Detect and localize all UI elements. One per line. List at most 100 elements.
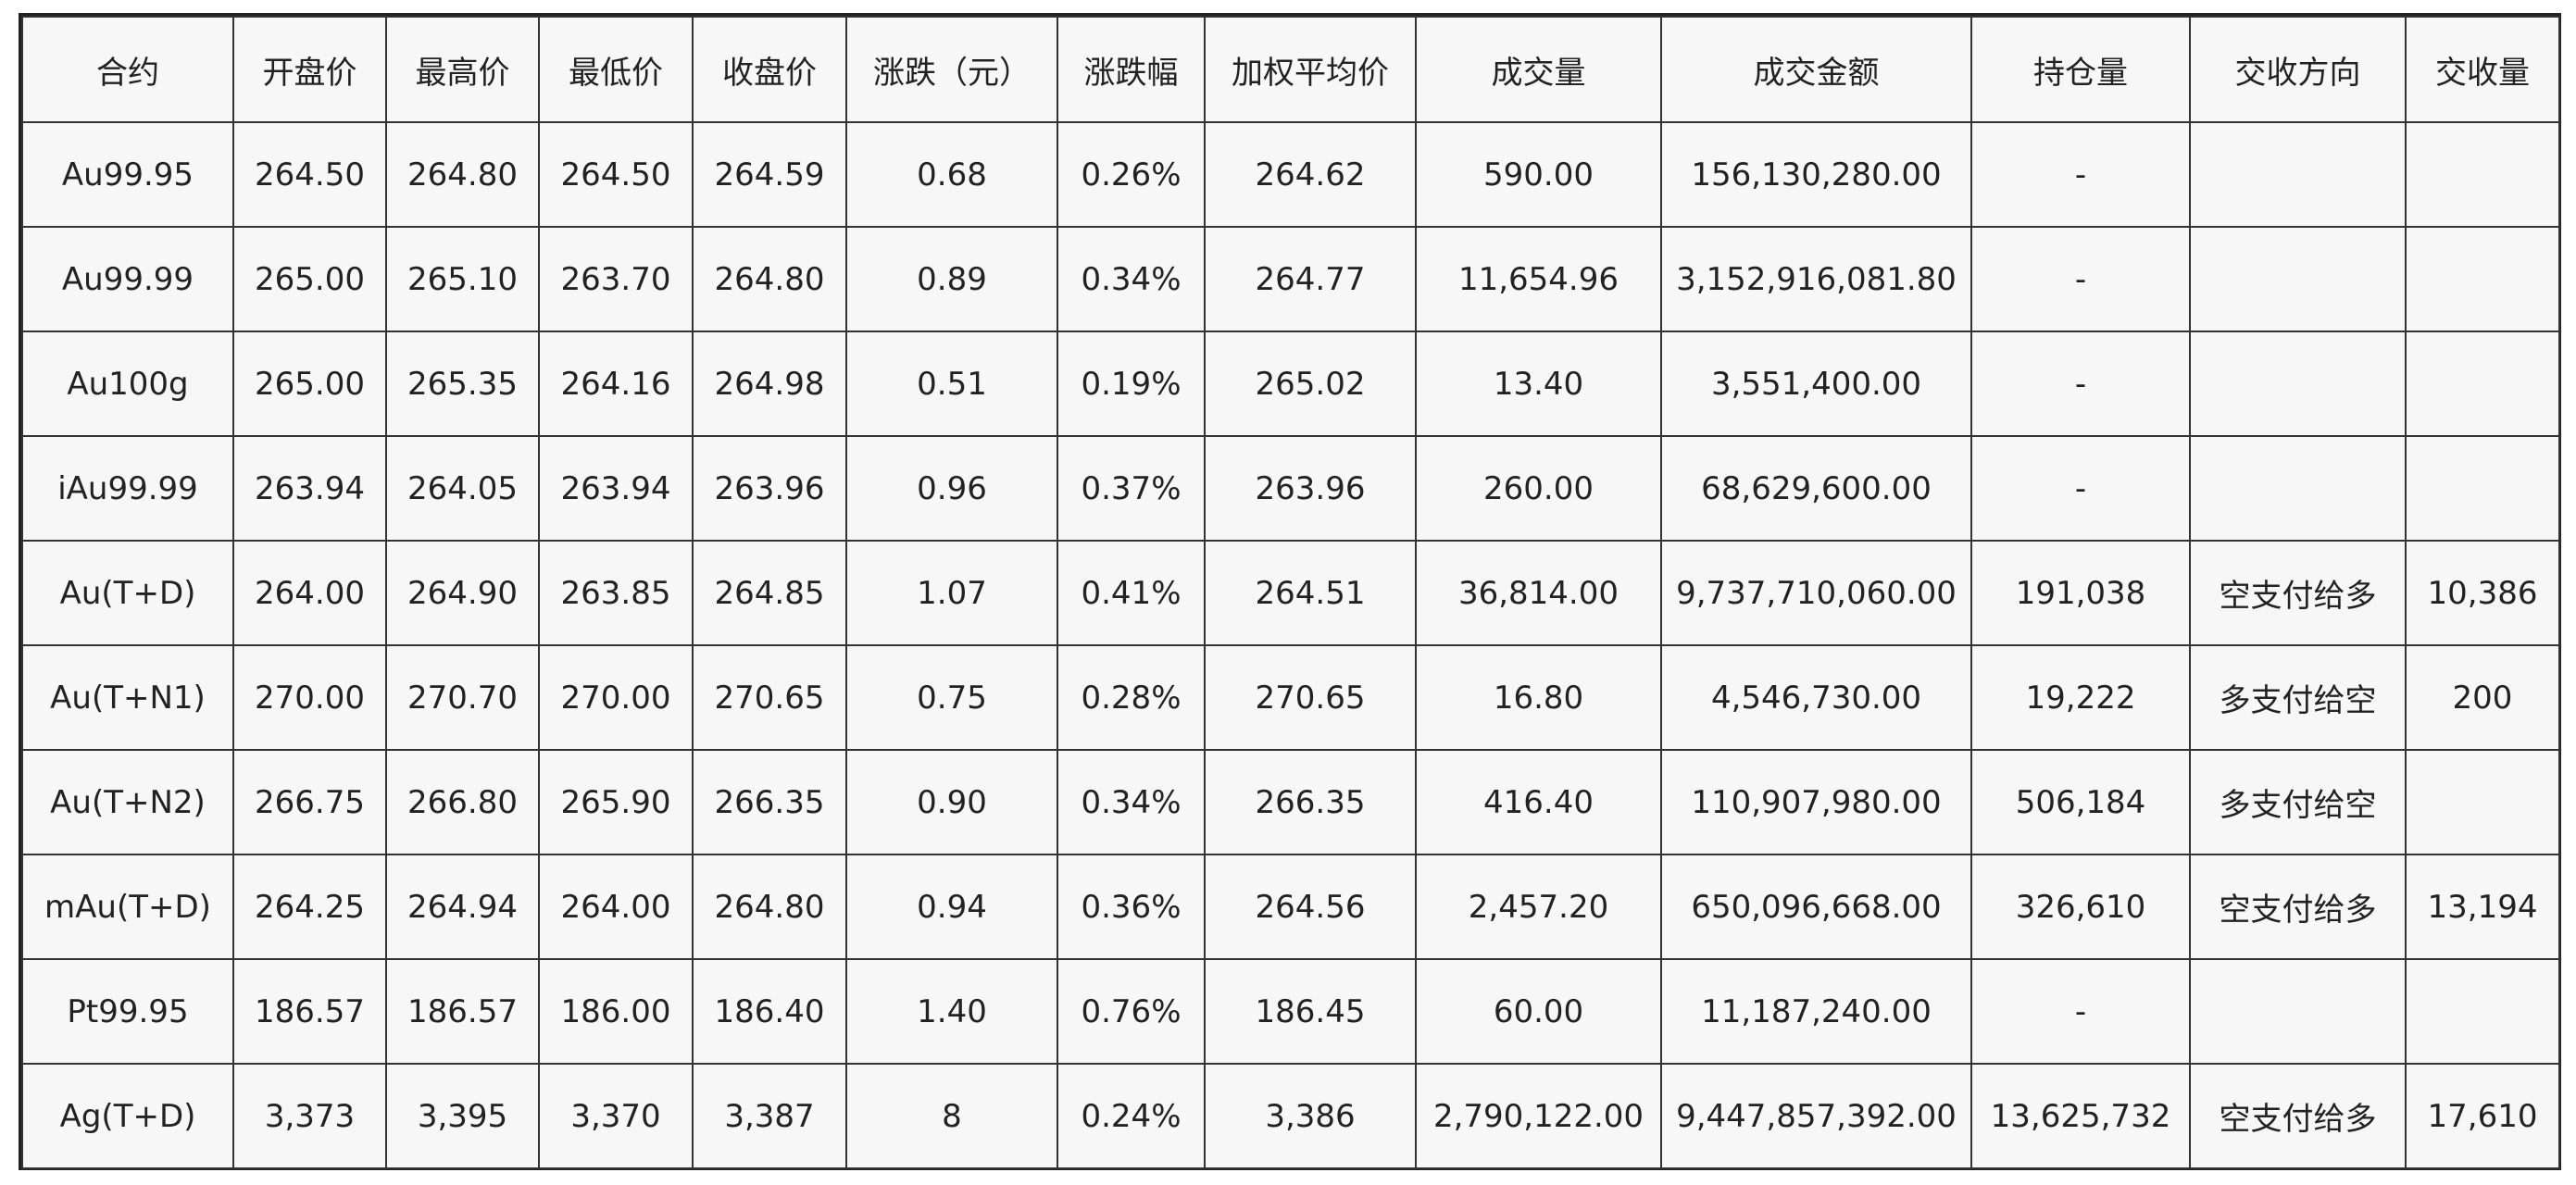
table-body: Au99.95 264.50 264.80 264.50 264.59 0.68 0.26%… [21, 121, 2560, 1169]
table-cell: 36,814.00 [1415, 540, 1662, 646]
table-cell: 186.45 [1204, 958, 1417, 1065]
column-header: 交收量 [2405, 16, 2560, 123]
table-cell: Au99.95 [21, 121, 234, 228]
table-cell: 264.98 [692, 331, 847, 437]
table-cell: 263.70 [538, 226, 694, 332]
table-cell: 0.94 [845, 854, 1058, 960]
table-row: Au99.95 264.50 264.80 264.50 264.59 0.68 0.26%… [21, 121, 2560, 228]
column-header: 持仓量 [1970, 16, 2191, 123]
table-cell: iAu99.99 [21, 435, 234, 542]
table-cell: 11,187,240.00 [1660, 958, 1972, 1065]
table-row: Au(T+N1) 270.00 270.70 270.00 270.65 0.75 0.28… [21, 644, 2560, 751]
table-cell: 0.19% [1057, 331, 1206, 437]
table-cell: 265.35 [385, 331, 540, 437]
table-cell: 186.57 [232, 958, 387, 1065]
table-row: Ag(T+D) 3,373 3,395 3,370 3,387 8 0.24% 3,386 2,… [21, 1063, 2560, 1169]
table-cell: 264.62 [1204, 121, 1417, 228]
table-cell: 270.00 [538, 644, 694, 751]
table-cell: 0.96 [845, 435, 1058, 542]
table-cell: 264.25 [232, 854, 387, 960]
table-cell: 186.57 [385, 958, 540, 1065]
table-cell: 264.51 [1204, 540, 1417, 646]
table-cell: 3,373 [232, 1063, 387, 1169]
table-cell: 156,130,280.00 [1660, 121, 1972, 228]
table-cell: 68,629,600.00 [1660, 435, 1972, 542]
table-cell: 264.80 [692, 226, 847, 332]
table-cell: 270.65 [1204, 644, 1417, 751]
table-cell: 265.90 [538, 749, 694, 855]
column-header: 涨跌幅 [1057, 16, 1206, 123]
table-cell: 263.96 [1204, 435, 1417, 542]
table-cell: 多支付给空 [2189, 749, 2407, 855]
table-cell: 265.00 [232, 331, 387, 437]
table-cell: 0.26% [1057, 121, 1206, 228]
table-cell: mAu(T+D) [21, 854, 234, 960]
table-cell: 265.02 [1204, 331, 1417, 437]
table-cell: 0.51 [845, 331, 1058, 437]
table-cell: 264.00 [538, 854, 694, 960]
table-cell: 326,610 [1970, 854, 2191, 960]
column-header: 最高价 [385, 16, 540, 123]
table-cell: 1.40 [845, 958, 1058, 1065]
table-row: mAu(T+D) 264.25 264.94 264.00 264.80 0.94 0.36… [21, 854, 2560, 960]
table-cell: 0.76% [1057, 958, 1206, 1065]
table-row: Au99.99 265.00 265.10 263.70 264.80 0.89 0.34%… [21, 226, 2560, 332]
table-cell: 264.59 [692, 121, 847, 228]
table-cell: 13,625,732 [1970, 1063, 2191, 1169]
table-cell: 16.80 [1415, 644, 1662, 751]
table-cell: 186.40 [692, 958, 847, 1065]
table-cell: 3,386 [1204, 1063, 1417, 1169]
table-cell: 2,457.20 [1415, 854, 1662, 960]
table-cell: 0.41% [1057, 540, 1206, 646]
table-cell: 506,184 [1970, 749, 2191, 855]
table-cell: 0.34% [1057, 226, 1206, 332]
column-header: 加权平均价 [1204, 16, 1417, 123]
table-cell: 266.80 [385, 749, 540, 855]
table-row: Au(T+N2) 266.75 266.80 265.90 266.35 0.90 0.34… [21, 749, 2560, 855]
table-cell: Au(T+D) [21, 540, 234, 646]
table-cell: 19,222 [1970, 644, 2191, 751]
table-cell: 4,546,730.00 [1660, 644, 1972, 751]
column-header: 交收方向 [2189, 16, 2407, 123]
table-row: Au(T+D) 264.00 264.90 263.85 264.85 1.07 0.41%… [21, 540, 2560, 646]
table-cell: 0.75 [845, 644, 1058, 751]
table-cell: 空支付给多 [2189, 540, 2407, 646]
table-cell: - [1970, 121, 2191, 228]
table-cell: Au100g [21, 331, 234, 437]
table-cell: 3,551,400.00 [1660, 331, 1972, 437]
table-cell: 264.80 [692, 854, 847, 960]
table-cell: 270.65 [692, 644, 847, 751]
table-cell: 空支付给多 [2189, 854, 2407, 960]
table-cell [2405, 435, 2560, 542]
column-header: 开盘价 [232, 16, 387, 123]
column-header: 涨跌（元） [845, 16, 1058, 123]
table-cell: 0.37% [1057, 435, 1206, 542]
table-cell: 0.34% [1057, 749, 1206, 855]
table-cell: 270.70 [385, 644, 540, 751]
table-cell: 264.50 [538, 121, 694, 228]
table-cell: 0.28% [1057, 644, 1206, 751]
table-cell: 265.10 [385, 226, 540, 332]
table-cell: 11,654.96 [1415, 226, 1662, 332]
table-header-row: 合约 开盘价 最高价 最低价 收盘价 涨跌（元） 涨跌幅 加权平均价 成交量 成交金额 持仓量 交收方… [21, 16, 2560, 123]
table-cell: 186.00 [538, 958, 694, 1065]
column-header: 最低价 [538, 16, 694, 123]
table-cell: 264.00 [232, 540, 387, 646]
table-cell: 3,370 [538, 1063, 694, 1169]
table-cell: 264.77 [1204, 226, 1417, 332]
table-cell: Ag(T+D) [21, 1063, 234, 1169]
table-cell: 9,447,857,392.00 [1660, 1063, 1972, 1169]
table-cell: 263.94 [538, 435, 694, 542]
table-cell [2189, 958, 2407, 1065]
table-cell: 266.35 [692, 749, 847, 855]
column-header: 合约 [21, 16, 234, 123]
column-header: 收盘价 [692, 16, 847, 123]
table-cell: - [1970, 331, 2191, 437]
table-cell: 13,194 [2405, 854, 2560, 960]
table-cell: 0.68 [845, 121, 1058, 228]
table-cell: 266.75 [232, 749, 387, 855]
table-cell: 0.24% [1057, 1063, 1206, 1169]
quote-table: 合约 开盘价 最高价 最低价 收盘价 涨跌（元） 涨跌幅 加权平均价 成交量 成交金额 持仓量 交收方… [21, 16, 2560, 1169]
table-cell: 264.56 [1204, 854, 1417, 960]
table-row: iAu99.99 263.94 264.05 263.94 263.96 0.96 0.37… [21, 435, 2560, 542]
